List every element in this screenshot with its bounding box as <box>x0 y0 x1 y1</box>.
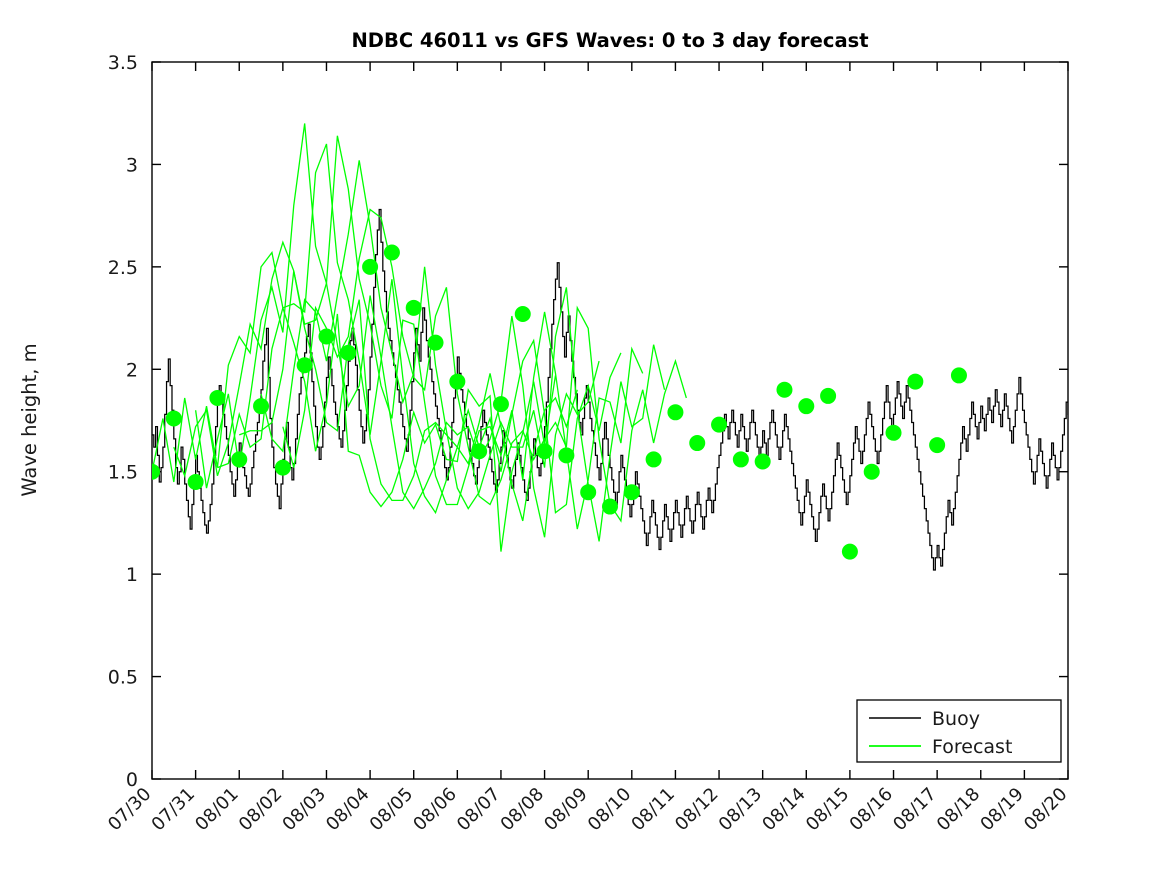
forecast-marker-point <box>514 305 531 322</box>
series-buoy <box>152 208 1068 571</box>
forecast-marker-point <box>187 473 204 490</box>
forecast-marker-point <box>558 447 575 464</box>
forecast-marker-point <box>645 451 662 468</box>
forecast-marker-point <box>602 498 618 515</box>
forecast-marker-point <box>580 484 597 501</box>
series-forecast-ensemble <box>152 123 687 552</box>
forecast-marker-point <box>885 424 902 441</box>
forecast-marker-point <box>929 437 946 454</box>
forecast-marker-point <box>907 373 924 390</box>
forecast-marker-point <box>383 244 400 261</box>
forecast-run-line <box>152 250 557 552</box>
y-tick-label: 0.5 <box>108 667 138 689</box>
forecast-marker-point <box>471 443 488 460</box>
forecast-marker-point <box>492 396 509 413</box>
forecast-marker-point <box>776 381 793 398</box>
forecast-marker-point <box>689 435 706 452</box>
forecast-marker-point <box>841 543 858 560</box>
forecast-marker-point <box>623 484 640 501</box>
forecast-marker-point <box>711 416 728 433</box>
forecast-run-line <box>260 160 666 542</box>
y-axis: 0 0.5 1 1.5 2 2.5 3 3.5 <box>108 52 1068 791</box>
forecast-run-line <box>217 143 622 515</box>
legend-box <box>856 699 1062 763</box>
forecast-marker-point <box>274 459 291 476</box>
forecast-marker-point <box>798 398 815 415</box>
forecast-marker-point <box>231 451 248 468</box>
forecast-marker-point <box>362 258 379 275</box>
forecast-run-line <box>173 240 578 522</box>
forecast-marker-point <box>152 463 160 480</box>
forecast-marker-point <box>318 328 335 345</box>
y-axis-title: Wave height, m <box>18 343 41 496</box>
forecast-marker-point <box>405 299 422 316</box>
y-tick-label: 2 <box>126 359 138 381</box>
plot-frame <box>151 61 1069 780</box>
legend-label-buoy: Buoy <box>932 708 980 730</box>
forecast-marker-point <box>209 389 226 406</box>
chart-title: NDBC 46011 vs GFS Waves: 0 to 3 day fore… <box>351 29 868 52</box>
forecast-marker-point <box>863 463 880 480</box>
y-tick-label: 1.5 <box>108 462 138 484</box>
forecast-marker-point <box>820 387 837 404</box>
forecast-marker-point <box>754 453 771 470</box>
forecast-run-line <box>239 135 644 530</box>
forecast-marker-point <box>950 367 967 384</box>
forecast-marker-point <box>427 334 444 351</box>
forecast-marker-point <box>536 443 553 460</box>
y-tick-label: 3 <box>126 154 138 176</box>
forecast-markers <box>152 244 967 560</box>
forecast-marker-point <box>253 398 270 415</box>
buoy-line <box>152 208 1068 571</box>
forecast-marker-point <box>165 410 182 427</box>
y-tick-label: 2.5 <box>108 257 138 279</box>
forecast-marker-point <box>732 451 749 468</box>
y-tick-label: 3.5 <box>108 52 138 74</box>
forecast-run-line <box>282 208 687 523</box>
y-tick-label: 1 <box>126 564 138 586</box>
forecast-marker-point <box>340 344 357 361</box>
forecast-marker-point <box>667 404 684 421</box>
forecast-run-line <box>194 123 600 538</box>
forecast-marker-point <box>296 357 313 374</box>
legend[interactable]: Buoy Forecast <box>856 699 1062 763</box>
legend-label-forecast: Forecast <box>932 736 1012 758</box>
y-tick-label: 0 <box>126 769 138 791</box>
forecast-marker-point <box>449 373 466 390</box>
